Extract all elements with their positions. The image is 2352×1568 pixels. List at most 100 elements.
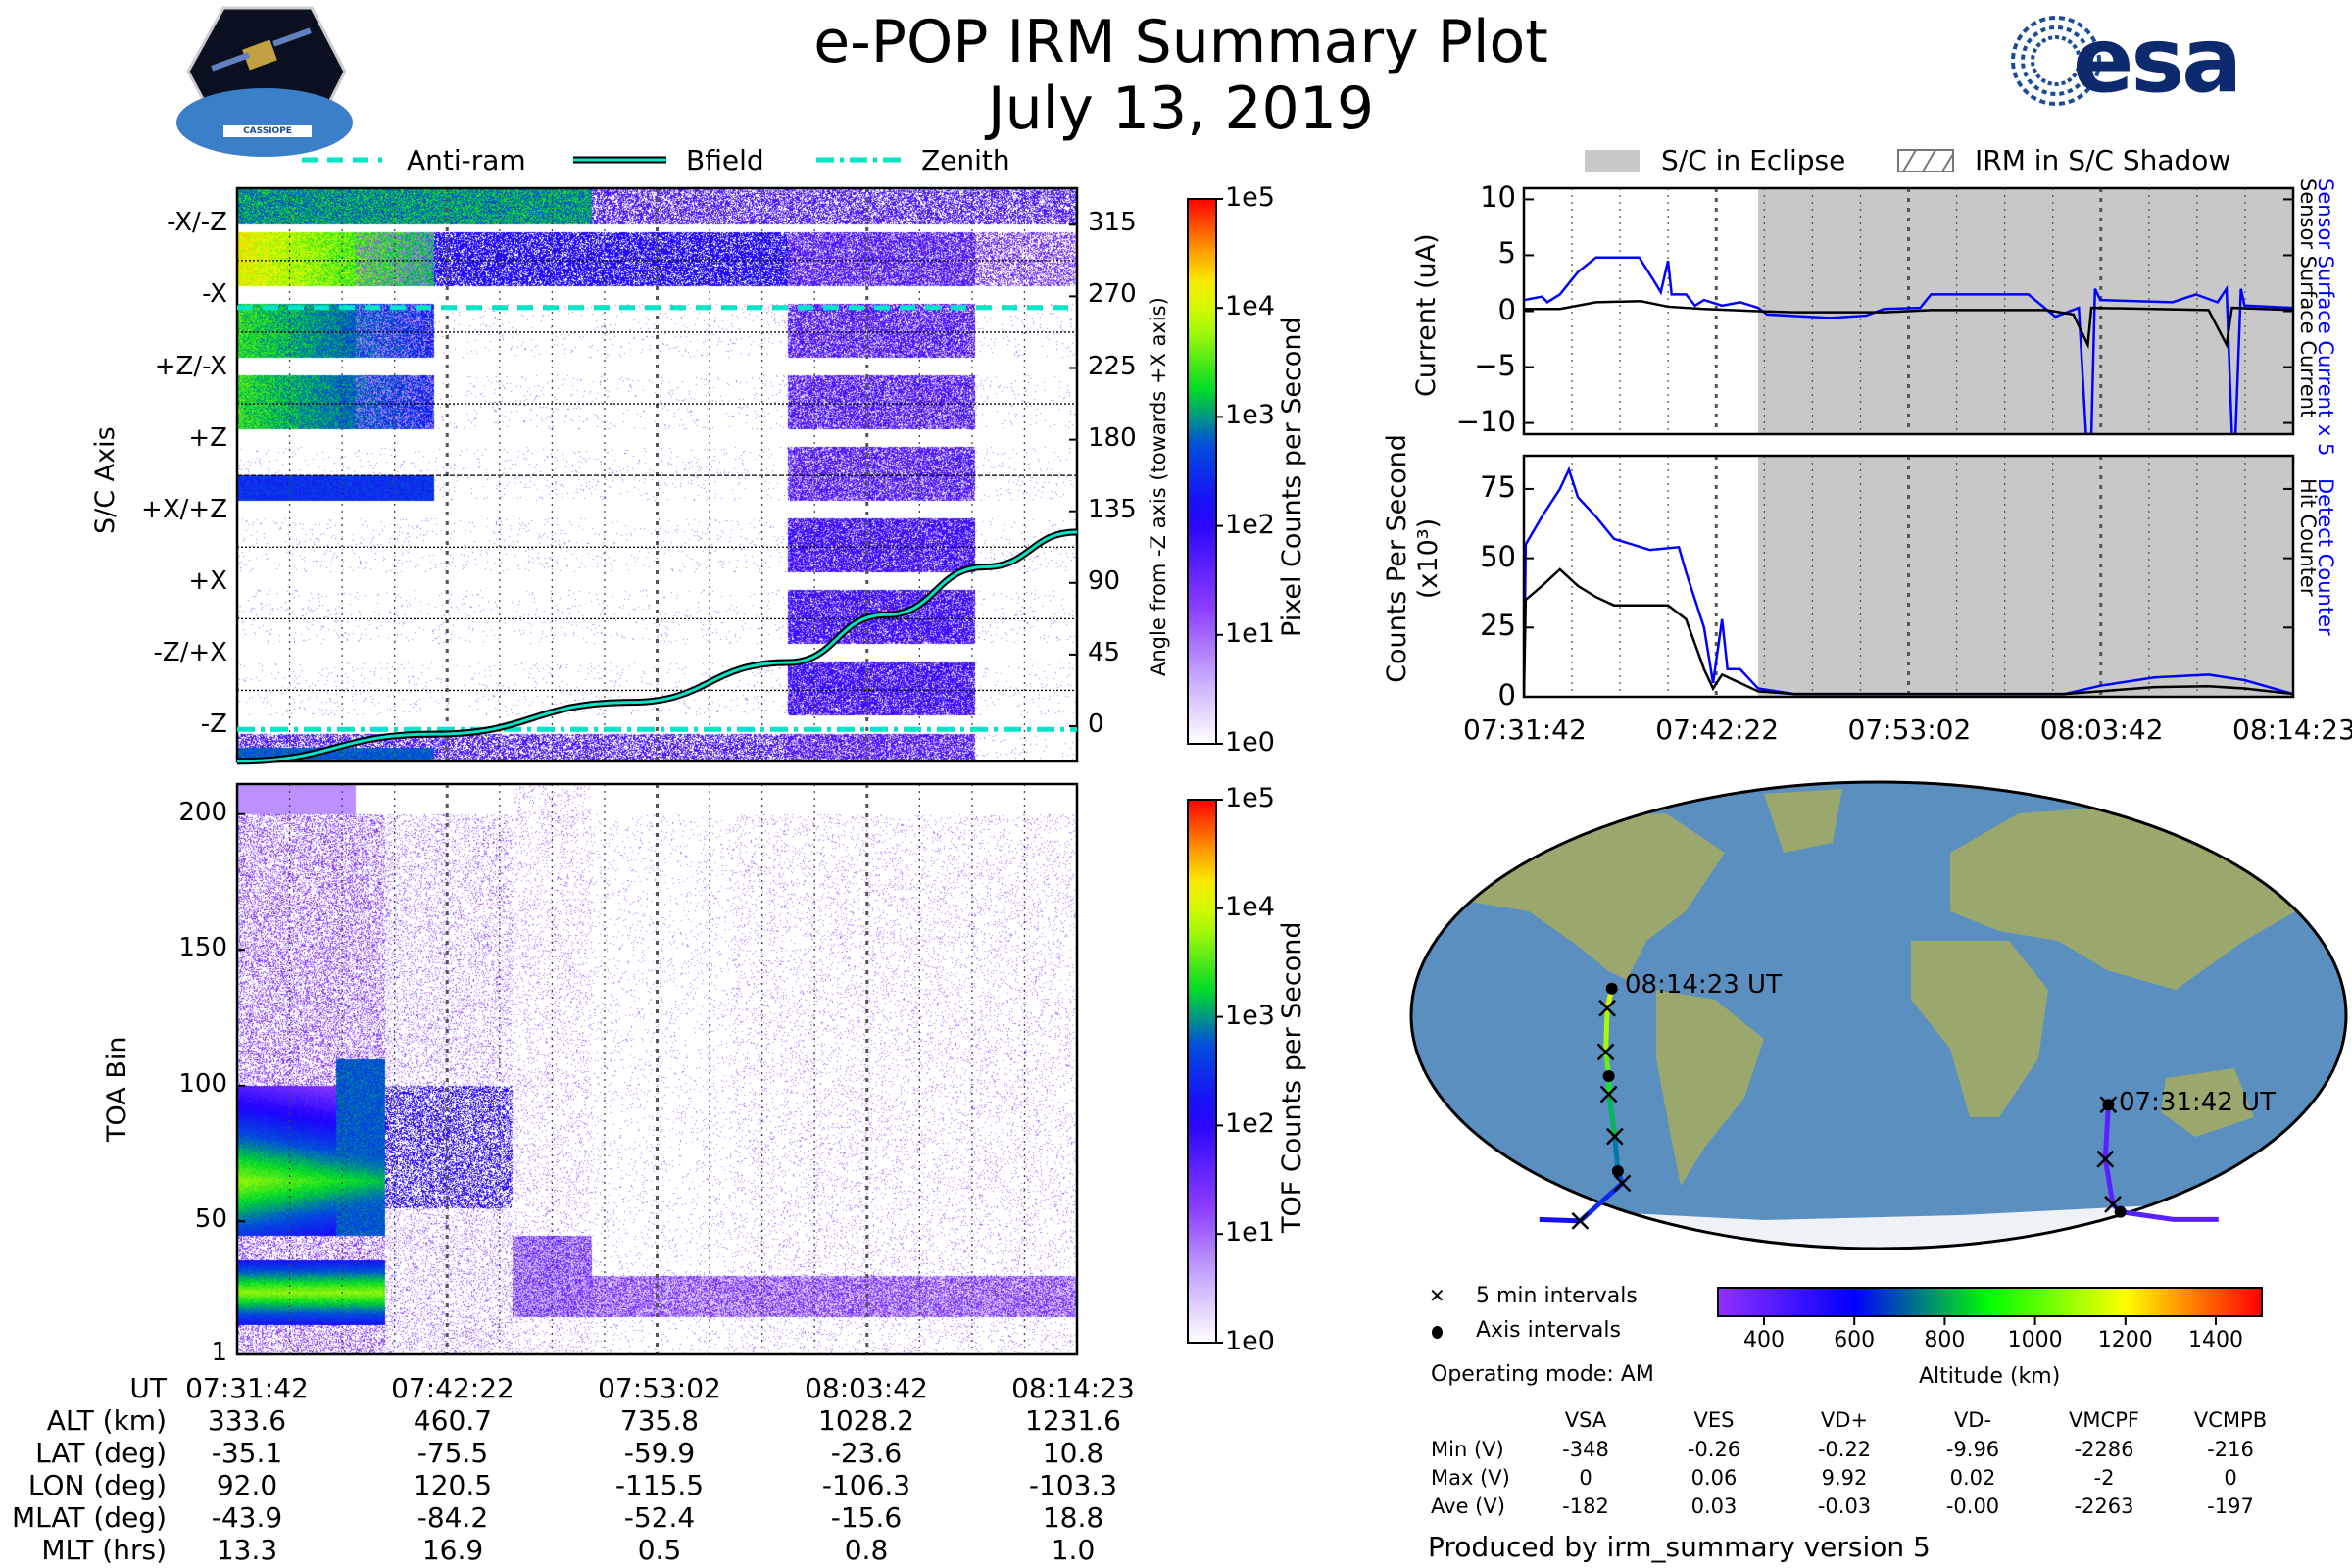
sc-axis-tick-label: -X/-Z xyxy=(167,208,227,238)
counts-colorbar xyxy=(1187,198,1217,745)
ephemeris-cell: 18.8 xyxy=(1042,1501,1104,1534)
footer-text: Produced by irm_summary version 5 xyxy=(1428,1531,1931,1563)
five-min-marker xyxy=(1605,1127,1624,1146)
bfield-line-outline xyxy=(236,528,1078,765)
ephemeris-cell: 07:31:42 xyxy=(185,1372,309,1404)
ephemeris-cell: -103.3 xyxy=(1028,1469,1118,1501)
toa-tick-label: 100 xyxy=(178,1068,227,1099)
voltage-header: VCMPB xyxy=(2193,1408,2268,1432)
voltage-header: VD- xyxy=(1953,1408,1992,1432)
colorbar-tick-label: 1e4 xyxy=(1225,891,1275,922)
ephemeris-cell: -106.3 xyxy=(821,1469,911,1501)
colorbar-tick-label: 1e5 xyxy=(1225,783,1275,813)
five-min-marker xyxy=(1613,1174,1632,1193)
ephemeris-cell: 120.5 xyxy=(413,1469,493,1501)
page-date: July 13, 2019 xyxy=(987,74,1375,143)
toa-tick-label: 50 xyxy=(194,1204,227,1235)
five-min-marker xyxy=(1596,1043,1615,1061)
ephemeris-cell: 07:42:22 xyxy=(391,1372,514,1404)
ephemeris-row-label: MLT (hrs) xyxy=(41,1534,167,1566)
y-tick-label: 25 xyxy=(1480,609,1516,643)
ephemeris-cell: -59.9 xyxy=(623,1437,696,1469)
legend-zenith: Zenith xyxy=(921,144,1010,176)
map-start-label: 07:31:42 UT xyxy=(2119,1088,2276,1117)
voltage-cell: -2263 xyxy=(2074,1494,2134,1518)
toa-axis-label: TOA Bin xyxy=(102,1036,132,1142)
continent xyxy=(2161,1068,2254,1137)
colorbar-tick-label: 1e3 xyxy=(1225,400,1275,431)
altitude-colorbar-label: Altitude (km) xyxy=(1919,1364,2061,1389)
voltage-cell: -0.03 xyxy=(1817,1494,1872,1518)
ephemeris-cell: 1028.2 xyxy=(818,1404,914,1437)
ephemeris-cell: 92.0 xyxy=(216,1469,278,1501)
y-tick-label: −5 xyxy=(1474,348,1516,382)
x-tick-label: 08:14:23 xyxy=(2232,713,2352,746)
altitude-tick-label: 1000 xyxy=(2007,1328,2063,1352)
y-tick-label: −10 xyxy=(1455,404,1516,438)
ephemeris-cell: 0.8 xyxy=(844,1534,889,1566)
orbit-track xyxy=(1603,1007,1610,1053)
voltage-cell: 0 xyxy=(2224,1466,2237,1490)
sc-axis-tick-label: +X/+Z xyxy=(141,494,227,524)
five-min-marker xyxy=(1598,999,1616,1017)
ephemeris-cell: -23.6 xyxy=(830,1437,903,1469)
altitude-tick-label: 800 xyxy=(1924,1328,1966,1352)
plot-frame xyxy=(1522,454,2295,699)
ephemeris-cell: 13.3 xyxy=(216,1534,278,1566)
counts-axis-label: Counts Per Second (x10³) xyxy=(1382,434,1444,683)
current-axis-label: Current (uA) xyxy=(1411,233,1442,397)
colorbar1-label: Pixel Counts per Second xyxy=(1277,317,1307,637)
voltage-cell: -0.22 xyxy=(1817,1438,1872,1461)
eclipse-legend-swatch xyxy=(1585,150,1640,172)
voltage-row-label: Ave (V) xyxy=(1431,1494,1505,1518)
voltage-cell: -2 xyxy=(2093,1466,2115,1490)
voltage-header: VD+ xyxy=(1820,1408,1869,1432)
altitude-tick-label: 600 xyxy=(1834,1328,1876,1352)
voltage-cell: -348 xyxy=(1562,1438,1609,1461)
legend-anti-ram: Anti-ram xyxy=(407,144,526,176)
ephemeris-row-label: UT xyxy=(129,1372,167,1404)
ephemeris-cell: -115.5 xyxy=(614,1469,705,1501)
sc-axis-tick-label: +Z xyxy=(188,422,227,453)
colorbar-tick-label: 1e2 xyxy=(1225,1108,1275,1140)
colorbar-tick-label: 1e5 xyxy=(1225,182,1275,213)
toa-tick-label: 150 xyxy=(178,933,227,963)
voltage-cell: -197 xyxy=(2207,1494,2254,1518)
continent xyxy=(1911,941,2048,1117)
ephemeris-cell: 460.7 xyxy=(413,1404,493,1437)
toa-tick-label: 200 xyxy=(178,797,227,827)
ephemeris-row-label: MLAT (deg) xyxy=(11,1501,167,1534)
colorbar-tick-label: 1e4 xyxy=(1225,291,1275,322)
x-tick-label: 07:31:42 xyxy=(1463,713,1587,746)
colorbar-tick-label: 1e3 xyxy=(1225,1000,1275,1031)
voltage-cell: 9.92 xyxy=(1821,1466,1868,1490)
angle-tick-label: 135 xyxy=(1088,494,1137,524)
y-tick-label: 75 xyxy=(1480,469,1516,504)
colorbar-tick-label: 1e0 xyxy=(1225,1326,1275,1356)
ephemeris-cell: 0.5 xyxy=(637,1534,682,1566)
black-series-line xyxy=(1524,567,2293,697)
angle-tick-label: 315 xyxy=(1088,208,1137,238)
axis-interval-marker xyxy=(1611,1165,1624,1178)
ephemeris-cell: 08:03:42 xyxy=(805,1372,928,1404)
blue-series-line xyxy=(1524,256,2293,434)
altitude-tick-label: 400 xyxy=(1743,1328,1785,1352)
shadow-legend-swatch xyxy=(1897,149,1954,172)
ephemeris-cell: 1.0 xyxy=(1051,1534,1096,1566)
voltage-cell: 0.02 xyxy=(1949,1466,1996,1490)
orbit-track xyxy=(1606,1094,1618,1137)
map-border xyxy=(1409,780,2348,1250)
voltage-cell: 0.03 xyxy=(1690,1494,1738,1518)
angle-tick-label: 225 xyxy=(1088,351,1137,381)
sc-axis-label: S/C Axis xyxy=(90,426,121,534)
y-tick-label: 0 xyxy=(1497,678,1516,711)
voltage-cell: -216 xyxy=(2207,1438,2254,1461)
ephemeris-cell: 1231.6 xyxy=(1025,1404,1121,1437)
ephemeris-cell: -35.1 xyxy=(211,1437,283,1469)
angle-tick-label: 270 xyxy=(1088,279,1137,310)
angle-axis-label: Angle from -Z axis (towards +X axis) xyxy=(1147,297,1170,676)
altitude-colorbar xyxy=(1717,1287,2263,1317)
counts-colorbar xyxy=(1187,799,1217,1344)
ephemeris-cell: 735.8 xyxy=(619,1404,700,1437)
